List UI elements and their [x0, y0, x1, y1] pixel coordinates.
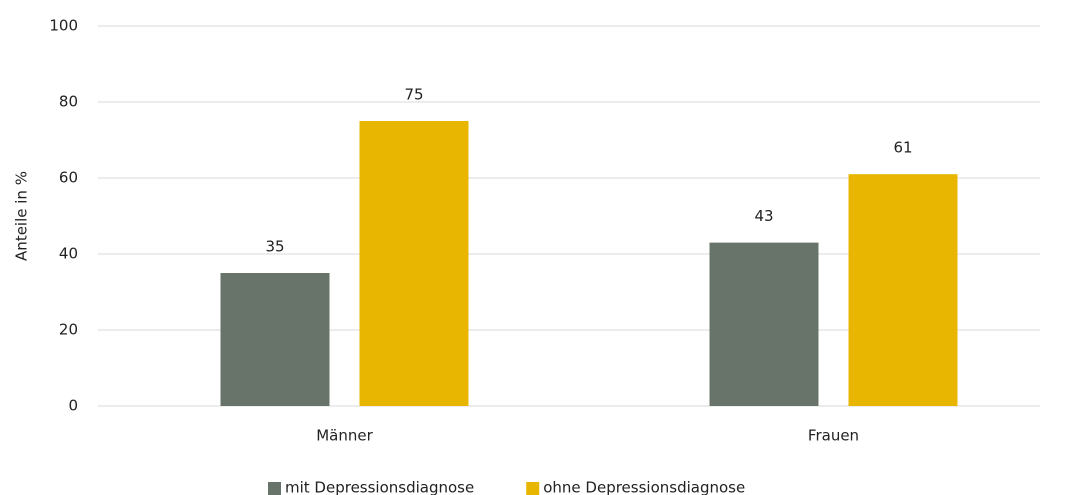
bar	[709, 242, 819, 406]
bar	[848, 174, 958, 406]
y-axis-label: Anteile in %	[13, 171, 31, 261]
x-tick-label: Männer	[316, 427, 373, 445]
bar	[359, 121, 469, 406]
legend-swatch	[268, 482, 281, 495]
x-tick-label: Frauen	[808, 427, 859, 445]
y-tick-label: 0	[68, 397, 78, 415]
value-label: 35	[265, 238, 284, 256]
y-tick-label: 80	[59, 93, 78, 111]
y-tick-label: 100	[49, 17, 78, 35]
y-tick-label: 40	[59, 245, 78, 263]
legend-label: mit Depressionsdiagnose	[285, 479, 474, 495]
y-tick-label: 20	[59, 321, 78, 339]
value-label: 61	[893, 139, 912, 157]
bar	[220, 273, 330, 406]
legend-swatch	[526, 482, 540, 495]
value-label: 75	[404, 86, 423, 104]
legend-label: ohne Depressionsdiagnose	[543, 479, 745, 495]
y-tick-label: 60	[59, 169, 78, 187]
value-label: 43	[754, 207, 773, 225]
